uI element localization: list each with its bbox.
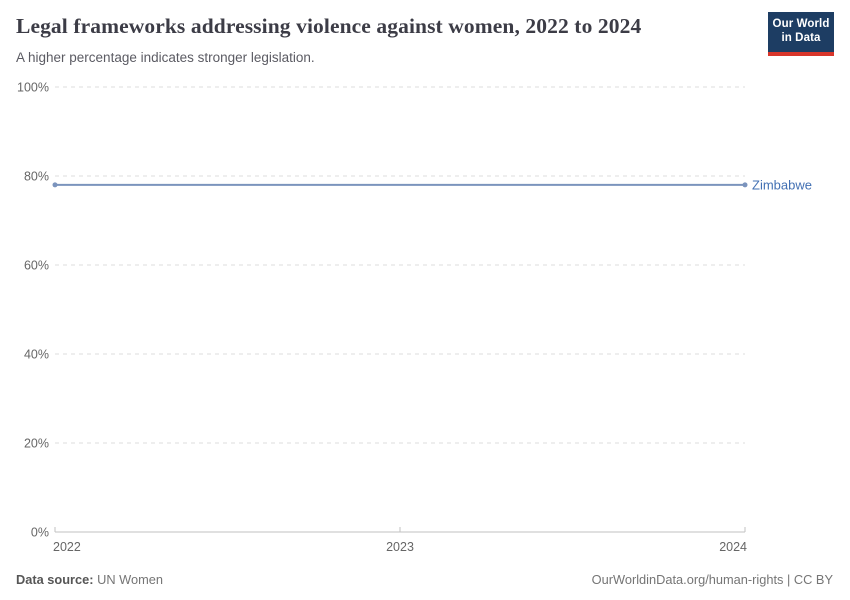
data-point-marker	[52, 182, 58, 188]
y-tick-label: 100%	[17, 81, 49, 95]
chart-footer: Data source: UN Women OurWorldinData.org…	[16, 572, 833, 587]
y-tick-label: 60%	[24, 259, 49, 273]
y-tick-label: 80%	[24, 170, 49, 184]
data-source-value: UN Women	[93, 572, 163, 587]
y-tick-label: 20%	[24, 437, 49, 451]
x-tick-label: 2023	[386, 540, 414, 554]
attribution-link[interactable]: OurWorldinData.org/human-rights | CC BY	[591, 572, 833, 587]
x-tick-label: 2024	[719, 540, 747, 554]
data-source: Data source: UN Women	[16, 572, 163, 587]
y-tick-label: 40%	[24, 348, 49, 362]
chart-subtitle: A higher percentage indicates stronger l…	[16, 50, 315, 65]
owid-logo[interactable]: Our World in Data	[768, 12, 834, 56]
owid-logo-line2: in Data	[781, 32, 821, 44]
chart-title: Legal frameworks addressing violence aga…	[16, 14, 642, 38]
data-source-label: Data source:	[16, 572, 94, 587]
x-tick-label: 2022	[53, 540, 81, 554]
owid-logo-line1: Our World	[772, 18, 830, 31]
series-label-zimbabwe[interactable]: Zimbabwe	[752, 177, 812, 192]
data-point-marker	[742, 182, 748, 188]
y-tick-label: 0%	[31, 526, 49, 540]
